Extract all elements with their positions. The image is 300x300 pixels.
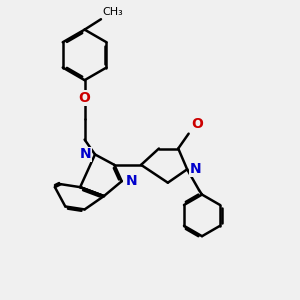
Text: N: N xyxy=(126,174,138,188)
Text: N: N xyxy=(80,148,92,161)
Text: O: O xyxy=(192,117,203,131)
Text: O: O xyxy=(79,91,91,105)
Text: CH₃: CH₃ xyxy=(102,7,123,17)
Text: N: N xyxy=(190,162,202,176)
